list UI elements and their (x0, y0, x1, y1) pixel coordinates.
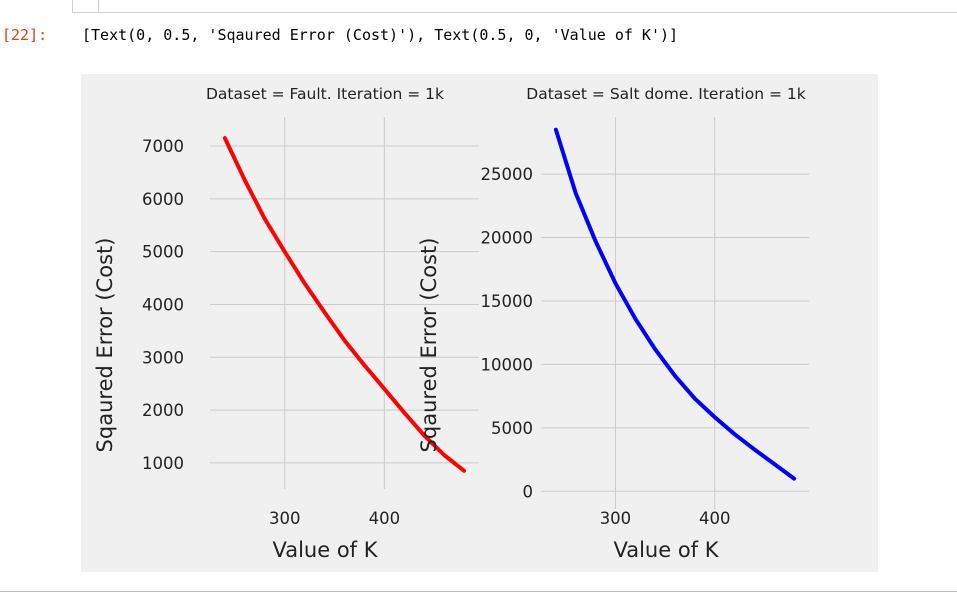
chart-saltdome-xticks: 300 400 (600, 509, 731, 528)
chart-saltdome-xlabel: Value of K (613, 538, 719, 562)
y-tick-label: 3000 (142, 348, 184, 367)
y-tick-label: 2000 (142, 401, 184, 420)
chart-saltdome-grid (541, 117, 809, 509)
chart-fault-line (222, 136, 467, 473)
chart-fault-xticks: 300 400 (269, 509, 400, 528)
chart-saltdome-ylabel: Sqaured Error (Cost) (417, 238, 441, 453)
chart-fault-ylabel: Sqaured Error (Cost) (93, 238, 117, 453)
chart-saltdome-yticks: 0 5000 10000 15000 20000 25000 (481, 165, 534, 501)
y-tick-label: 5000 (142, 243, 184, 262)
chart-saltdome-title: Dataset = Salt dome. Iteration = 1k (526, 85, 805, 103)
output-text[interactable]: [Text(0, 0.5, 'Sqaured Error (Cost)'), T… (82, 26, 679, 44)
y-tick-label: 6000 (142, 190, 184, 209)
chart-fault-title: Dataset = Fault. Iteration = 1k (206, 85, 444, 103)
figure-background (81, 74, 878, 572)
previous-cell-divider (98, 0, 99, 13)
chart-fault: 1000 2000 3000 4000 5000 6000 7000 300 400 Data… (93, 85, 479, 562)
y-tick-label: 10000 (481, 355, 534, 374)
chart-fault-yticks: 1000 2000 3000 4000 5000 6000 7000 (142, 137, 184, 473)
y-tick-label: 0 (523, 482, 534, 501)
x-tick-label: 400 (369, 509, 401, 528)
previous-cell-border (72, 0, 957, 13)
y-tick-label: 1000 (142, 454, 184, 473)
cell-bottom-divider (0, 591, 957, 592)
x-tick-label: 300 (269, 509, 301, 528)
x-tick-label: 300 (600, 509, 632, 528)
output-prompt: [22]: (2, 26, 48, 44)
y-tick-label: 5000 (491, 419, 533, 438)
x-tick-label: 400 (699, 509, 731, 528)
y-tick-label: 4000 (142, 295, 184, 314)
y-tick-label: 15000 (481, 292, 534, 311)
y-tick-label: 20000 (481, 229, 534, 248)
chart-fault-xlabel: Value of K (272, 538, 378, 562)
chart-saltdome-line (553, 127, 797, 481)
y-tick-label: 25000 (481, 165, 534, 184)
chart-saltdome: 0 5000 10000 15000 20000 25000 300 400 Dataset… (417, 85, 809, 562)
y-tick-label: 7000 (142, 137, 184, 156)
